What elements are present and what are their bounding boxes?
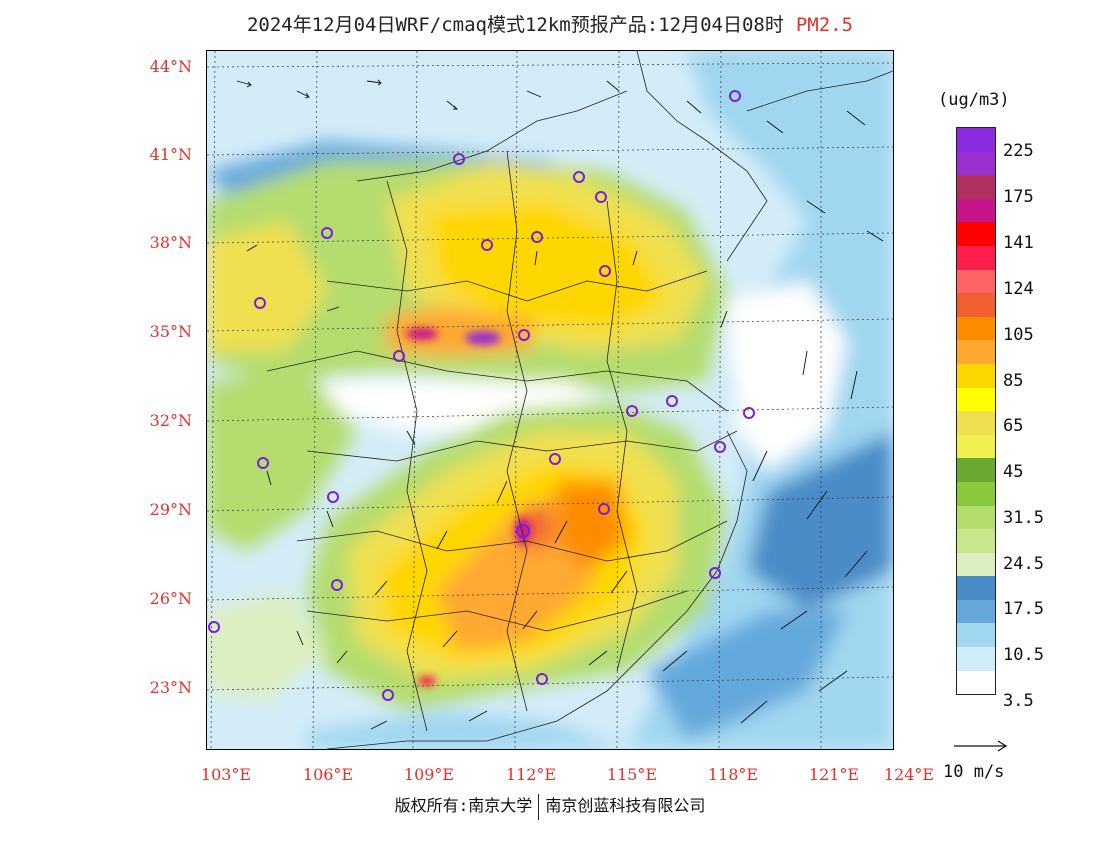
lon-label-103e: 103°E xyxy=(200,765,252,784)
chart-title: 2024年12月04日WRF/cmaq模式12km预报产品:12月04日08时 P… xyxy=(0,10,1100,37)
legend-swatch xyxy=(957,387,995,412)
legend-swatch xyxy=(957,175,995,199)
legend-swatch xyxy=(957,576,995,600)
legend-label: 124 xyxy=(1003,279,1034,299)
legend-swatch xyxy=(957,245,995,270)
legend-label: 31.5 xyxy=(1003,508,1044,528)
pm25-hotspots xyxy=(406,328,531,686)
footer-right: 南京创蓝科技有限公司 xyxy=(545,796,706,815)
legend-swatch xyxy=(957,128,995,152)
legend-swatch xyxy=(957,552,995,577)
legend-swatch xyxy=(957,363,995,388)
wind-vectors xyxy=(236,79,884,730)
grid-lines xyxy=(207,51,893,749)
lon-label-124e: 124°E xyxy=(883,765,935,784)
legend-label: 175 xyxy=(1003,187,1034,207)
pm25-field xyxy=(207,51,893,749)
legend-swatch xyxy=(957,670,995,695)
legend-label: 65 xyxy=(1003,416,1024,436)
lat-label-26n: 26°N xyxy=(149,589,192,608)
legend-label: 225 xyxy=(1003,141,1034,161)
lat-label-32n: 32°N xyxy=(149,411,192,430)
legend-swatch xyxy=(957,316,995,341)
legend-swatch xyxy=(957,293,995,317)
lon-label-115e: 115°E xyxy=(606,765,658,784)
footer-separator xyxy=(538,793,540,820)
title-pollutant: PM2.5 xyxy=(795,14,854,36)
legend-label: 3.5 xyxy=(1003,691,1034,711)
legend-swatch xyxy=(957,411,995,435)
legend-label: 24.5 xyxy=(1003,554,1044,574)
legend-label: 85 xyxy=(1003,371,1024,391)
legend-label: 141 xyxy=(1003,233,1034,253)
color-legend xyxy=(956,127,996,696)
lat-label-38n: 38°N xyxy=(149,233,192,252)
legend-swatch xyxy=(957,458,995,482)
lat-label-44n: 44°N xyxy=(149,57,192,76)
legend-unit: (ug/m3) xyxy=(938,90,1010,110)
lat-label-35n: 35°N xyxy=(149,322,192,341)
title-main: 2024年12月04日WRF/cmaq模式12km预报产品:12月04日08时 xyxy=(246,14,784,36)
legend-swatch xyxy=(957,222,995,246)
legend-swatch xyxy=(957,529,995,553)
wind-reference-arrow xyxy=(954,740,1008,752)
legend-swatch xyxy=(957,151,995,176)
legend-swatch xyxy=(957,198,995,223)
legend-swatch xyxy=(957,481,995,506)
lon-label-106e: 106°E xyxy=(302,765,354,784)
legend-label: 45 xyxy=(1003,462,1024,482)
lat-label-41n: 41°N xyxy=(149,145,192,164)
legend-label: 17.5 xyxy=(1003,599,1044,619)
legend-swatch xyxy=(957,599,995,624)
legend-swatch xyxy=(957,505,995,530)
wind-reference-label: 10 m/s xyxy=(943,762,1005,782)
copyright-footer: 版权所有:南京大学 南京创蓝科技有限公司 xyxy=(0,792,1100,820)
legend-label: 10.5 xyxy=(1003,645,1044,665)
legend-label: 105 xyxy=(1003,325,1034,345)
province-borders xyxy=(266,51,893,749)
legend-swatch xyxy=(957,340,995,364)
lon-label-109e: 109°E xyxy=(403,765,455,784)
legend-swatch xyxy=(957,647,995,671)
legend-swatch xyxy=(957,623,995,648)
forecast-map[interactable] xyxy=(206,50,894,750)
lat-label-29n: 29°N xyxy=(149,500,192,519)
lat-label-23n: 23°N xyxy=(149,678,192,697)
lon-label-112e: 112°E xyxy=(505,765,557,784)
map-canvas xyxy=(207,51,893,749)
footer-left: 版权所有:南京大学 xyxy=(394,796,533,815)
lon-label-118e: 118°E xyxy=(707,765,759,784)
lon-label-121e: 121°E xyxy=(808,765,860,784)
city-markers xyxy=(208,90,755,701)
legend-swatch xyxy=(957,269,995,294)
legend-swatch xyxy=(957,434,995,459)
